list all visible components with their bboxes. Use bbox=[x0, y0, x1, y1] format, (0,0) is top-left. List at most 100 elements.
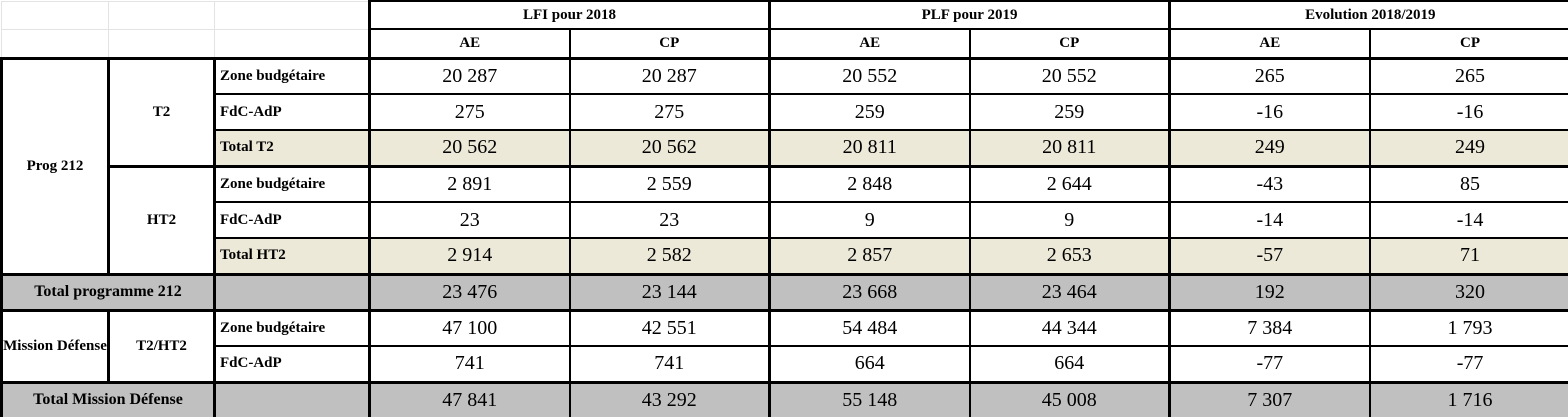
subcol-header-ae: AE bbox=[768, 28, 971, 60]
table-row: Mission Défense T2/HT2 Zone budgétaire 4… bbox=[0, 308, 1568, 384]
empty-corner-cell bbox=[214, 28, 370, 59]
value-cell: -16 bbox=[1168, 93, 1371, 131]
value-cell: 9 bbox=[768, 201, 971, 239]
value-cell: 2 914 bbox=[368, 237, 571, 276]
value-cell: -77 bbox=[1368, 345, 1568, 383]
empty-label-cell bbox=[213, 272, 371, 312]
value-cell: 20 552 bbox=[768, 56, 971, 95]
row-label: Total HT2 bbox=[213, 237, 371, 276]
value-cell: 20 287 bbox=[368, 56, 571, 95]
empty-corner-cell bbox=[108, 28, 215, 59]
value-cell: 20 287 bbox=[568, 56, 772, 95]
value-cell: 20 811 bbox=[768, 129, 971, 168]
value-cell: -77 bbox=[1168, 345, 1371, 383]
value-cell: 7 384 bbox=[1168, 308, 1371, 347]
empty-corner-cell bbox=[1, 28, 109, 59]
value-cell: 275 bbox=[568, 93, 772, 131]
table-row: Total HT2 2 914 2 582 2 857 2 653 -57 71 bbox=[2, 237, 1568, 276]
value-cell: -57 bbox=[1168, 237, 1371, 276]
row-group-t2-ht2: T2/HT2 bbox=[107, 308, 216, 384]
column-group-evolution: Evolution 2018/2019 bbox=[1168, 0, 1568, 30]
value-cell: -14 bbox=[1368, 201, 1568, 239]
value-cell: 2 653 bbox=[968, 237, 1172, 276]
value-cell: 20 562 bbox=[568, 129, 772, 168]
value-cell: 20 562 bbox=[368, 129, 571, 168]
value-cell: 23 144 bbox=[568, 272, 772, 312]
header-subcol-row: AE CP AE CP AE CP bbox=[1, 28, 1568, 60]
value-cell: 71 bbox=[1368, 237, 1568, 276]
value-cell: 23 668 bbox=[768, 272, 971, 312]
value-cell: 42 551 bbox=[568, 308, 772, 347]
row-label: FdC-AdP bbox=[213, 93, 371, 131]
table-row: Total T2 20 562 20 562 20 811 20 811 249… bbox=[2, 129, 1568, 168]
table-row: FdC-AdP 275 275 259 259 -16 -16 bbox=[2, 93, 1568, 131]
value-cell: 664 bbox=[768, 345, 971, 383]
table-row: FdC-AdP 23 23 9 9 -14 -14 bbox=[2, 201, 1568, 239]
value-cell: 2 857 bbox=[768, 237, 971, 276]
value-cell: 43 292 bbox=[568, 380, 772, 417]
value-cell: 47 841 bbox=[368, 380, 571, 417]
row-group-ht2: HT2 bbox=[107, 164, 216, 276]
value-cell: 2 891 bbox=[368, 164, 571, 203]
row-label: Zone budgétaire bbox=[213, 56, 371, 95]
value-cell: 23 bbox=[568, 201, 772, 239]
empty-corner-cell bbox=[1, 0, 109, 30]
row-group-prog-212: Prog 212 bbox=[0, 56, 110, 276]
value-cell: 249 bbox=[1168, 129, 1371, 168]
value-cell: 2 848 bbox=[768, 164, 971, 203]
value-cell: 259 bbox=[768, 93, 971, 131]
table-row: Prog 212 T2 Zone budgétaire 20 287 20 28… bbox=[0, 56, 1568, 276]
value-cell: 259 bbox=[968, 93, 1172, 131]
value-cell: 2 559 bbox=[568, 164, 772, 203]
value-cell: 23 464 bbox=[968, 272, 1172, 312]
value-cell: 249 bbox=[1368, 129, 1568, 168]
value-cell: 320 bbox=[1368, 272, 1568, 312]
value-cell: 275 bbox=[368, 93, 571, 131]
value-cell: 1 793 bbox=[1368, 308, 1568, 347]
value-cell: 9 bbox=[968, 201, 1172, 239]
value-cell: 1 716 bbox=[1368, 380, 1568, 417]
row-label: Total T2 bbox=[213, 129, 371, 168]
row-label: Zone budgétaire bbox=[213, 164, 371, 203]
subcol-header-cp: CP bbox=[568, 28, 771, 60]
value-cell: 54 484 bbox=[768, 308, 971, 347]
value-cell: 664 bbox=[968, 345, 1172, 383]
row-group-mission-defense: Mission Défense bbox=[0, 308, 110, 384]
column-group-lfi-2018: LFI pour 2018 bbox=[367, 0, 770, 30]
header-group-row: LFI pour 2018 PLF pour 2019 Evolution 20… bbox=[1, 0, 1568, 30]
value-cell: 7 307 bbox=[1168, 380, 1371, 417]
value-cell: 2 644 bbox=[968, 164, 1172, 203]
value-cell: 20 811 bbox=[968, 129, 1172, 168]
total-programme-212-label: Total programme 212 bbox=[0, 272, 216, 312]
empty-label-cell bbox=[213, 380, 371, 417]
row-label: Zone budgétaire bbox=[213, 308, 371, 347]
table-row: FdC-AdP 741 741 664 664 -77 -77 bbox=[2, 345, 1568, 383]
subcol-header-ae: AE bbox=[1168, 28, 1371, 60]
value-cell: 23 bbox=[368, 201, 571, 239]
value-cell: 85 bbox=[1368, 164, 1568, 203]
value-cell: 2 582 bbox=[568, 237, 772, 276]
empty-corner-cell bbox=[108, 0, 215, 30]
value-cell: 55 148 bbox=[768, 380, 971, 417]
value-cell: 192 bbox=[1168, 272, 1371, 312]
row-label: FdC-AdP bbox=[213, 345, 371, 383]
subcol-header-cp: CP bbox=[968, 28, 1171, 60]
subcol-header-ae: AE bbox=[368, 28, 571, 60]
row-group-t2: T2 bbox=[107, 56, 216, 168]
table-row: Total programme 212 23 476 23 144 23 668… bbox=[0, 272, 1568, 312]
table-row: HT2 Zone budgétaire 2 891 2 559 2 848 2 … bbox=[2, 164, 1568, 276]
value-cell: 45 008 bbox=[968, 380, 1172, 417]
row-label: FdC-AdP bbox=[213, 201, 371, 239]
value-cell: 741 bbox=[568, 345, 772, 383]
value-cell: 23 476 bbox=[368, 272, 571, 312]
value-cell: 47 100 bbox=[368, 308, 571, 347]
total-mission-defense-label: Total Mission Défense bbox=[0, 380, 216, 417]
value-cell: 741 bbox=[368, 345, 571, 383]
value-cell: -14 bbox=[1168, 201, 1371, 239]
value-cell: -16 bbox=[1368, 93, 1568, 131]
table-row: Total Mission Défense 47 841 43 292 55 1… bbox=[0, 380, 1568, 417]
value-cell: -43 bbox=[1168, 164, 1371, 203]
value-cell: 44 344 bbox=[968, 308, 1172, 347]
